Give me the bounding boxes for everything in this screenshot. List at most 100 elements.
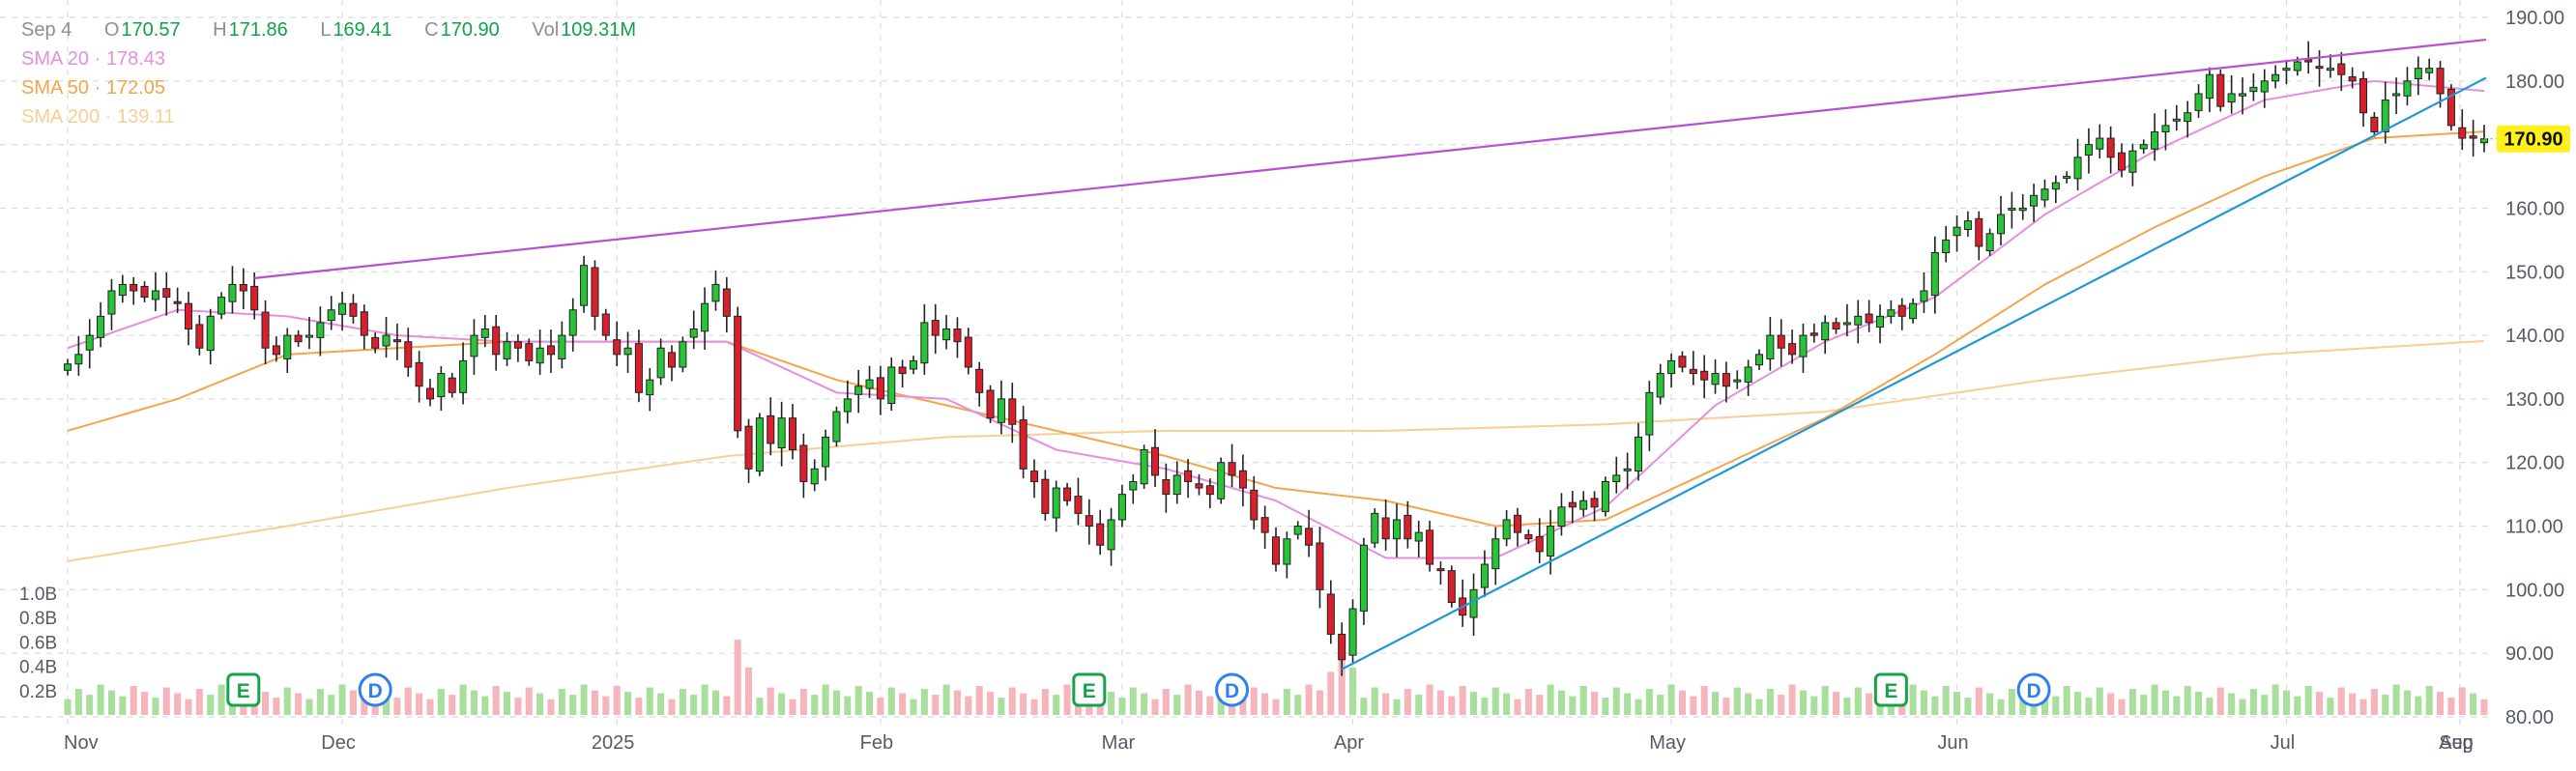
volume-bar <box>536 693 544 715</box>
volume-bar <box>174 693 182 715</box>
candle-body <box>1205 485 1214 496</box>
x-tick-label: Apr <box>1334 732 1364 754</box>
candle-body <box>1019 419 1028 470</box>
volume-bar <box>1612 687 1620 715</box>
candle-body <box>1700 370 1709 381</box>
trendlines[interactable] <box>254 38 2487 671</box>
y-tick-label: 90.00 <box>2505 643 2554 665</box>
volume-bar <box>2415 696 2422 715</box>
volume-bar <box>361 696 368 715</box>
event-markers[interactable]: EDEDEDE <box>226 672 2576 707</box>
volume-bar <box>987 692 995 715</box>
volume-bar <box>854 686 862 715</box>
candle-body <box>1985 233 1994 252</box>
candle-body <box>349 302 358 317</box>
candle-body <box>1184 470 1193 482</box>
candle-body <box>2479 138 2489 144</box>
volume-bar <box>1942 686 1950 715</box>
candle-body <box>975 368 984 393</box>
volume-bar <box>2480 699 2488 715</box>
volume-bar <box>701 684 709 715</box>
volume-bar <box>525 687 533 715</box>
candle-body <box>1217 462 1226 500</box>
volume-bar <box>2392 684 2400 715</box>
volume-bar <box>1954 692 1961 715</box>
volume-bar <box>2327 698 2334 715</box>
low-value: 169.41 <box>333 19 392 41</box>
candle-body <box>2446 88 2455 127</box>
candle-body <box>415 361 423 387</box>
volume-bar <box>2151 684 2158 715</box>
volume-bar <box>1712 692 1720 715</box>
candle-body <box>1260 517 1269 533</box>
candle-body <box>525 343 534 361</box>
volume-bar <box>975 686 983 715</box>
volume-bar <box>910 699 917 715</box>
candle-body <box>2216 73 2225 107</box>
volume-bar <box>1239 698 1247 715</box>
volume-bar <box>1745 693 1752 715</box>
candle-body <box>1579 500 1588 510</box>
volume-bar <box>1041 689 1049 715</box>
volume-bar <box>1635 699 1642 715</box>
sma20-legend[interactable]: SMA 20 · 178.43 <box>21 44 663 73</box>
volume-bar <box>383 692 391 715</box>
sma50-label: SMA 50 <box>21 77 90 99</box>
sma200-label: SMA 200 <box>21 106 101 128</box>
y-tick-label: 110.00 <box>2505 517 2563 538</box>
volume-bar <box>141 692 149 715</box>
candle-body <box>250 285 259 311</box>
candle-body <box>1897 304 1906 317</box>
candle-body <box>1063 487 1072 501</box>
volume-bar <box>899 693 907 715</box>
volume-bar <box>2216 687 2224 715</box>
volume-bar <box>195 689 203 715</box>
volume-bar <box>2272 684 2279 715</box>
volume-bar <box>1129 687 1137 715</box>
candle-body <box>613 339 622 356</box>
candle-body <box>679 341 687 368</box>
candle-body <box>1228 462 1236 476</box>
candle-body <box>689 328 698 338</box>
candle-body <box>887 366 896 405</box>
candle-body <box>1469 588 1478 618</box>
volume-bar <box>1382 693 1390 715</box>
candle-body <box>118 283 127 297</box>
volume-bar <box>393 698 401 715</box>
volume-bar <box>449 695 456 715</box>
candle-body <box>799 444 808 482</box>
candle-body <box>1074 496 1083 514</box>
candle-body <box>184 302 193 330</box>
candle-body <box>2359 78 2368 114</box>
volume-bar <box>789 699 796 715</box>
volume-axis: 0.2B 0.4B 0.6B 0.8B 1.0B <box>19 585 57 702</box>
sma200-legend[interactable]: SMA 200 · 139.11 <box>21 102 663 131</box>
volume-bar <box>1645 689 1653 715</box>
candle-body <box>832 411 841 443</box>
volume-bar <box>2096 687 2103 715</box>
price-axis[interactable]: 80.00 90.00 100.00 110.00 120.00 130.00 140.00… <box>2505 8 2564 728</box>
volume-bar <box>1557 690 1565 715</box>
candle-body <box>909 359 918 370</box>
candle-body <box>2106 137 2115 158</box>
candle-body <box>810 468 819 485</box>
volume-bar <box>1799 690 1807 715</box>
volume-bar <box>569 695 577 715</box>
candle-body <box>777 417 786 449</box>
volume-bar <box>514 698 522 715</box>
sma50-legend[interactable]: SMA 50 · 172.05 <box>21 73 663 102</box>
volume-bar <box>1030 699 1038 715</box>
x-tick-label: Aug <box>2439 732 2474 754</box>
candle-body <box>2194 93 2203 111</box>
volume-bar <box>492 686 500 715</box>
candle-body <box>97 315 105 338</box>
volume-bar <box>1141 693 1148 715</box>
dividend-marker <box>358 672 392 707</box>
candle-body <box>2117 152 2127 171</box>
candle-body <box>2030 194 2039 207</box>
y-tick-label: 180.00 <box>2505 71 2564 93</box>
volume-bar <box>295 693 303 715</box>
candle-body <box>459 359 468 393</box>
